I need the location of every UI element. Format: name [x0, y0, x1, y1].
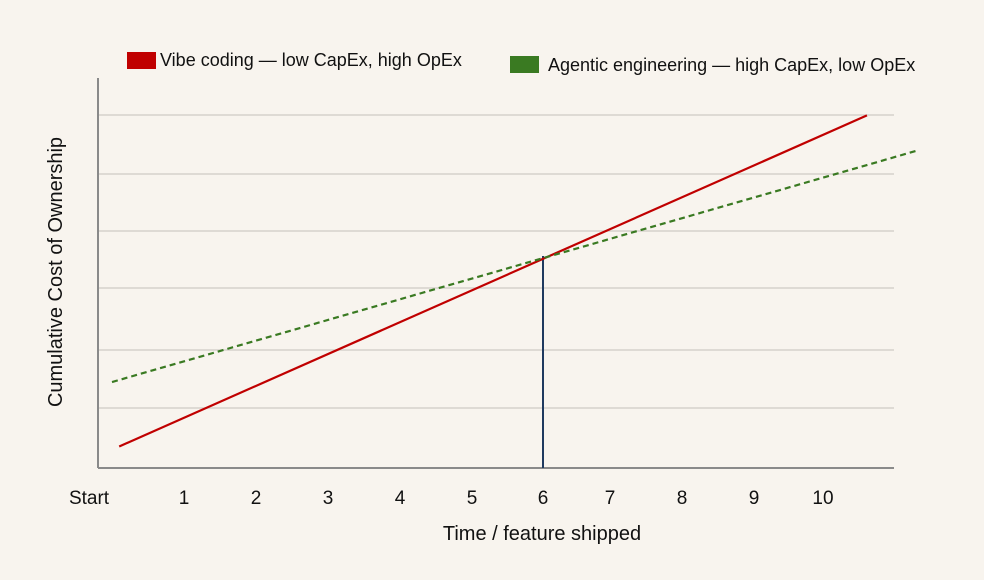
x-tick-label-10: 10	[812, 488, 833, 509]
series-lines	[111, 114, 918, 448]
axes	[97, 78, 894, 469]
x-tick-label-2: 2	[251, 488, 262, 509]
x-tick-label-7: 7	[605, 488, 616, 509]
legend-label-vibe-coding: Vibe coding — low CapEx, high OpEx	[160, 50, 462, 70]
legend-swatch-vibe-coding	[127, 52, 156, 69]
series-line-vibe-coding	[118, 114, 868, 448]
x-tick-label-8: 8	[677, 488, 688, 509]
x-tick-label-6: 6	[538, 488, 549, 509]
series-line-agentic-engineering	[111, 149, 918, 384]
legend-label-agentic-engineering: Agentic engineering — high CapEx, low Op…	[548, 55, 915, 75]
x-axis-title: Time / feature shipped	[443, 523, 641, 545]
x-tick-label-1: 1	[179, 488, 190, 509]
y-axis-title: Cumulative Cost of Ownership	[45, 137, 67, 407]
grid	[98, 114, 894, 409]
legend: Vibe coding — low CapEx, high OpEx Agent…	[127, 50, 915, 75]
x-tick-label-start: Start	[69, 488, 110, 509]
x-tick-label-5: 5	[467, 488, 478, 509]
x-tick-label-9: 9	[749, 488, 760, 509]
x-tick-labels: Start 1 2 3 4 5 6 7 8 9 10	[69, 488, 834, 509]
legend-swatch-agentic-engineering	[510, 56, 539, 73]
x-tick-label-3: 3	[323, 488, 334, 509]
x-tick-label-4: 4	[395, 488, 406, 509]
